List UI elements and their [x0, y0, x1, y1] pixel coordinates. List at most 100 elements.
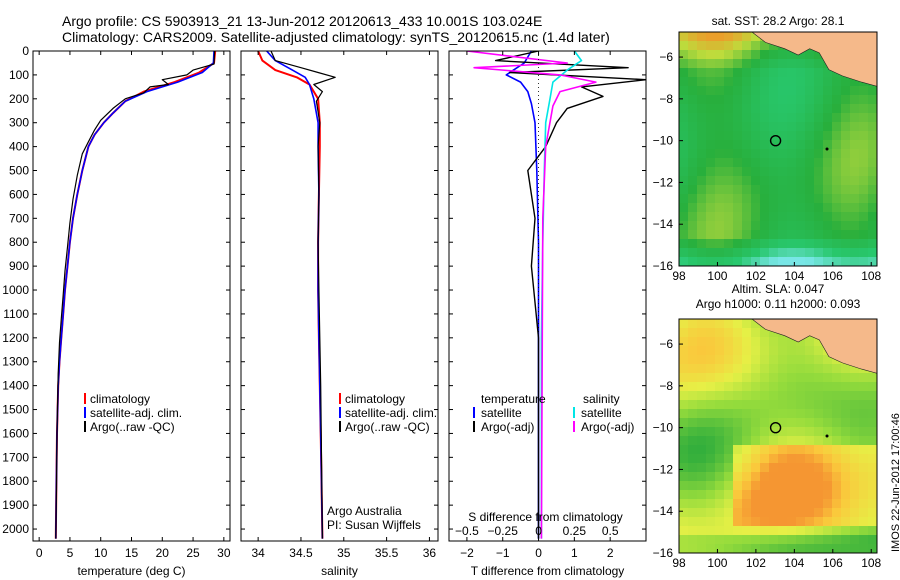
map-cell — [814, 194, 823, 203]
map-cell — [841, 95, 850, 104]
map-cell — [760, 400, 769, 409]
map-cell — [751, 131, 760, 140]
map-cell — [688, 221, 697, 230]
map-cell — [733, 221, 742, 230]
map-cell — [787, 436, 796, 445]
map-cell — [841, 436, 850, 445]
map-cell — [697, 454, 706, 463]
map-cell — [859, 463, 868, 472]
map-cell — [706, 373, 715, 382]
map-cell — [769, 104, 778, 113]
map-cell — [715, 194, 724, 203]
map-cell — [769, 221, 778, 230]
map-cell — [841, 167, 850, 176]
map-cell — [760, 149, 769, 158]
map-cell — [715, 346, 724, 355]
map-cell — [742, 122, 751, 131]
map-cell — [769, 230, 778, 239]
map-cell — [715, 418, 724, 427]
map-cell — [832, 418, 841, 427]
map-cell — [679, 230, 688, 239]
map-cell — [787, 346, 796, 355]
map-cell — [751, 149, 760, 158]
map-cell — [688, 257, 697, 266]
map-cell — [733, 77, 742, 86]
map-cell — [733, 86, 742, 95]
map-cell — [868, 131, 877, 140]
map-cell — [760, 77, 769, 86]
map-cell — [805, 77, 814, 86]
map-cell — [733, 104, 742, 113]
map-cell — [697, 212, 706, 221]
map-cell — [706, 337, 715, 346]
map-cell — [859, 481, 868, 490]
map-cell — [742, 499, 751, 508]
map-cell — [706, 391, 715, 400]
map-cell — [778, 95, 787, 104]
map-cell — [760, 140, 769, 149]
map-cell — [796, 122, 805, 131]
map-cell — [814, 203, 823, 212]
map-cell — [751, 355, 760, 364]
difference-legend-label: satellite — [581, 406, 622, 420]
map-cell — [715, 382, 724, 391]
map-cell — [805, 535, 814, 544]
map-cell — [715, 203, 724, 212]
map-cell — [724, 328, 733, 337]
map-cell — [868, 418, 877, 427]
map-cell — [742, 319, 751, 328]
map-cell — [706, 472, 715, 481]
map-cell — [688, 517, 697, 526]
map-cell — [868, 248, 877, 257]
map-cell — [733, 346, 742, 355]
map-cell — [688, 50, 697, 59]
map-cell — [742, 463, 751, 472]
map-cell — [679, 86, 688, 95]
map-cell — [733, 337, 742, 346]
map-cell — [688, 535, 697, 544]
map-cell — [724, 257, 733, 266]
map-cell — [688, 454, 697, 463]
y-tick-label: 1700 — [2, 450, 29, 464]
map-cell — [706, 481, 715, 490]
map-cell — [868, 499, 877, 508]
map-x-tick-label: 104 — [784, 269, 804, 283]
map-cell — [868, 535, 877, 544]
x-tick-label: 15 — [125, 546, 139, 560]
map-cell — [823, 427, 832, 436]
map-cell — [688, 418, 697, 427]
map-cell — [832, 239, 841, 248]
map-cell — [796, 535, 805, 544]
map-cell — [769, 149, 778, 158]
map-cell — [733, 122, 742, 131]
map-cell — [796, 463, 805, 472]
x-axis-label: temperature (deg C) — [77, 564, 185, 578]
map-cell — [823, 248, 832, 257]
map-cell — [742, 490, 751, 499]
map-cell — [742, 328, 751, 337]
map-cell — [787, 409, 796, 418]
map-cell — [823, 481, 832, 490]
map-cell — [751, 86, 760, 95]
map-cell — [715, 68, 724, 77]
map-cell — [850, 149, 859, 158]
map-cell — [679, 95, 688, 104]
map-cell — [742, 86, 751, 95]
map-cell — [697, 59, 706, 68]
map-cell — [733, 319, 742, 328]
map-cell — [715, 364, 724, 373]
map-cell — [841, 77, 850, 86]
map-cell — [805, 131, 814, 140]
map-cell — [787, 167, 796, 176]
map-cell — [850, 427, 859, 436]
map-cell — [724, 445, 733, 454]
map-cell — [706, 490, 715, 499]
map-cell — [760, 113, 769, 122]
map-cell — [805, 472, 814, 481]
map-cell — [832, 481, 841, 490]
map-cell — [868, 481, 877, 490]
map-cell — [733, 364, 742, 373]
map-cell — [688, 113, 697, 122]
map-cell — [679, 194, 688, 203]
map-cell — [733, 59, 742, 68]
